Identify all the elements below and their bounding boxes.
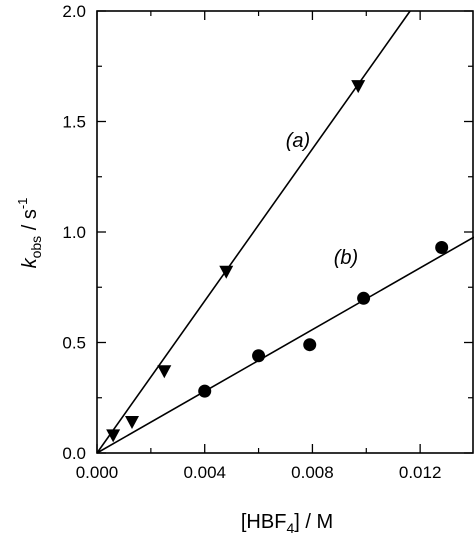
x-axis-title: [HBF4] / M bbox=[241, 511, 333, 536]
fit-line-a bbox=[96, 10, 411, 454]
point-circle bbox=[198, 384, 212, 398]
point-circle bbox=[303, 338, 317, 352]
point-triangle bbox=[157, 365, 172, 379]
x-tick-label: 0.004 bbox=[183, 463, 226, 482]
y-axis-title: kobs / s-1 bbox=[15, 198, 44, 269]
point-circle bbox=[435, 240, 449, 254]
fit-line-b bbox=[96, 236, 474, 454]
y-tick-label: 0.0 bbox=[62, 444, 86, 463]
fit-lines bbox=[96, 10, 474, 454]
y-tick-label: 1.5 bbox=[62, 113, 86, 132]
point-triangle bbox=[106, 429, 121, 443]
series-labels: (a) (b) bbox=[286, 130, 358, 269]
y-tick-label: 1.0 bbox=[62, 223, 86, 242]
y-tick-label: 2.0 bbox=[62, 2, 86, 21]
x-tick-label: 0.012 bbox=[399, 463, 442, 482]
x-tick-label: 0.008 bbox=[291, 463, 334, 482]
point-triangle bbox=[351, 80, 366, 94]
point-circle bbox=[252, 349, 266, 363]
point-triangle bbox=[125, 416, 140, 430]
series-label-a: (a) bbox=[286, 130, 310, 152]
plot-frame bbox=[96, 10, 474, 454]
x-tick-label: 0.000 bbox=[76, 463, 119, 482]
point-triangle bbox=[219, 265, 234, 279]
y-tick-label: 0.5 bbox=[62, 334, 86, 353]
data-markers bbox=[106, 80, 449, 443]
point-circle bbox=[357, 291, 371, 305]
axes: 0.000 0.004 0.008 0.012 0.0 0.5 1.0 1.5 2.0 bbox=[62, 2, 474, 482]
series-label-b: (b) bbox=[334, 247, 358, 269]
